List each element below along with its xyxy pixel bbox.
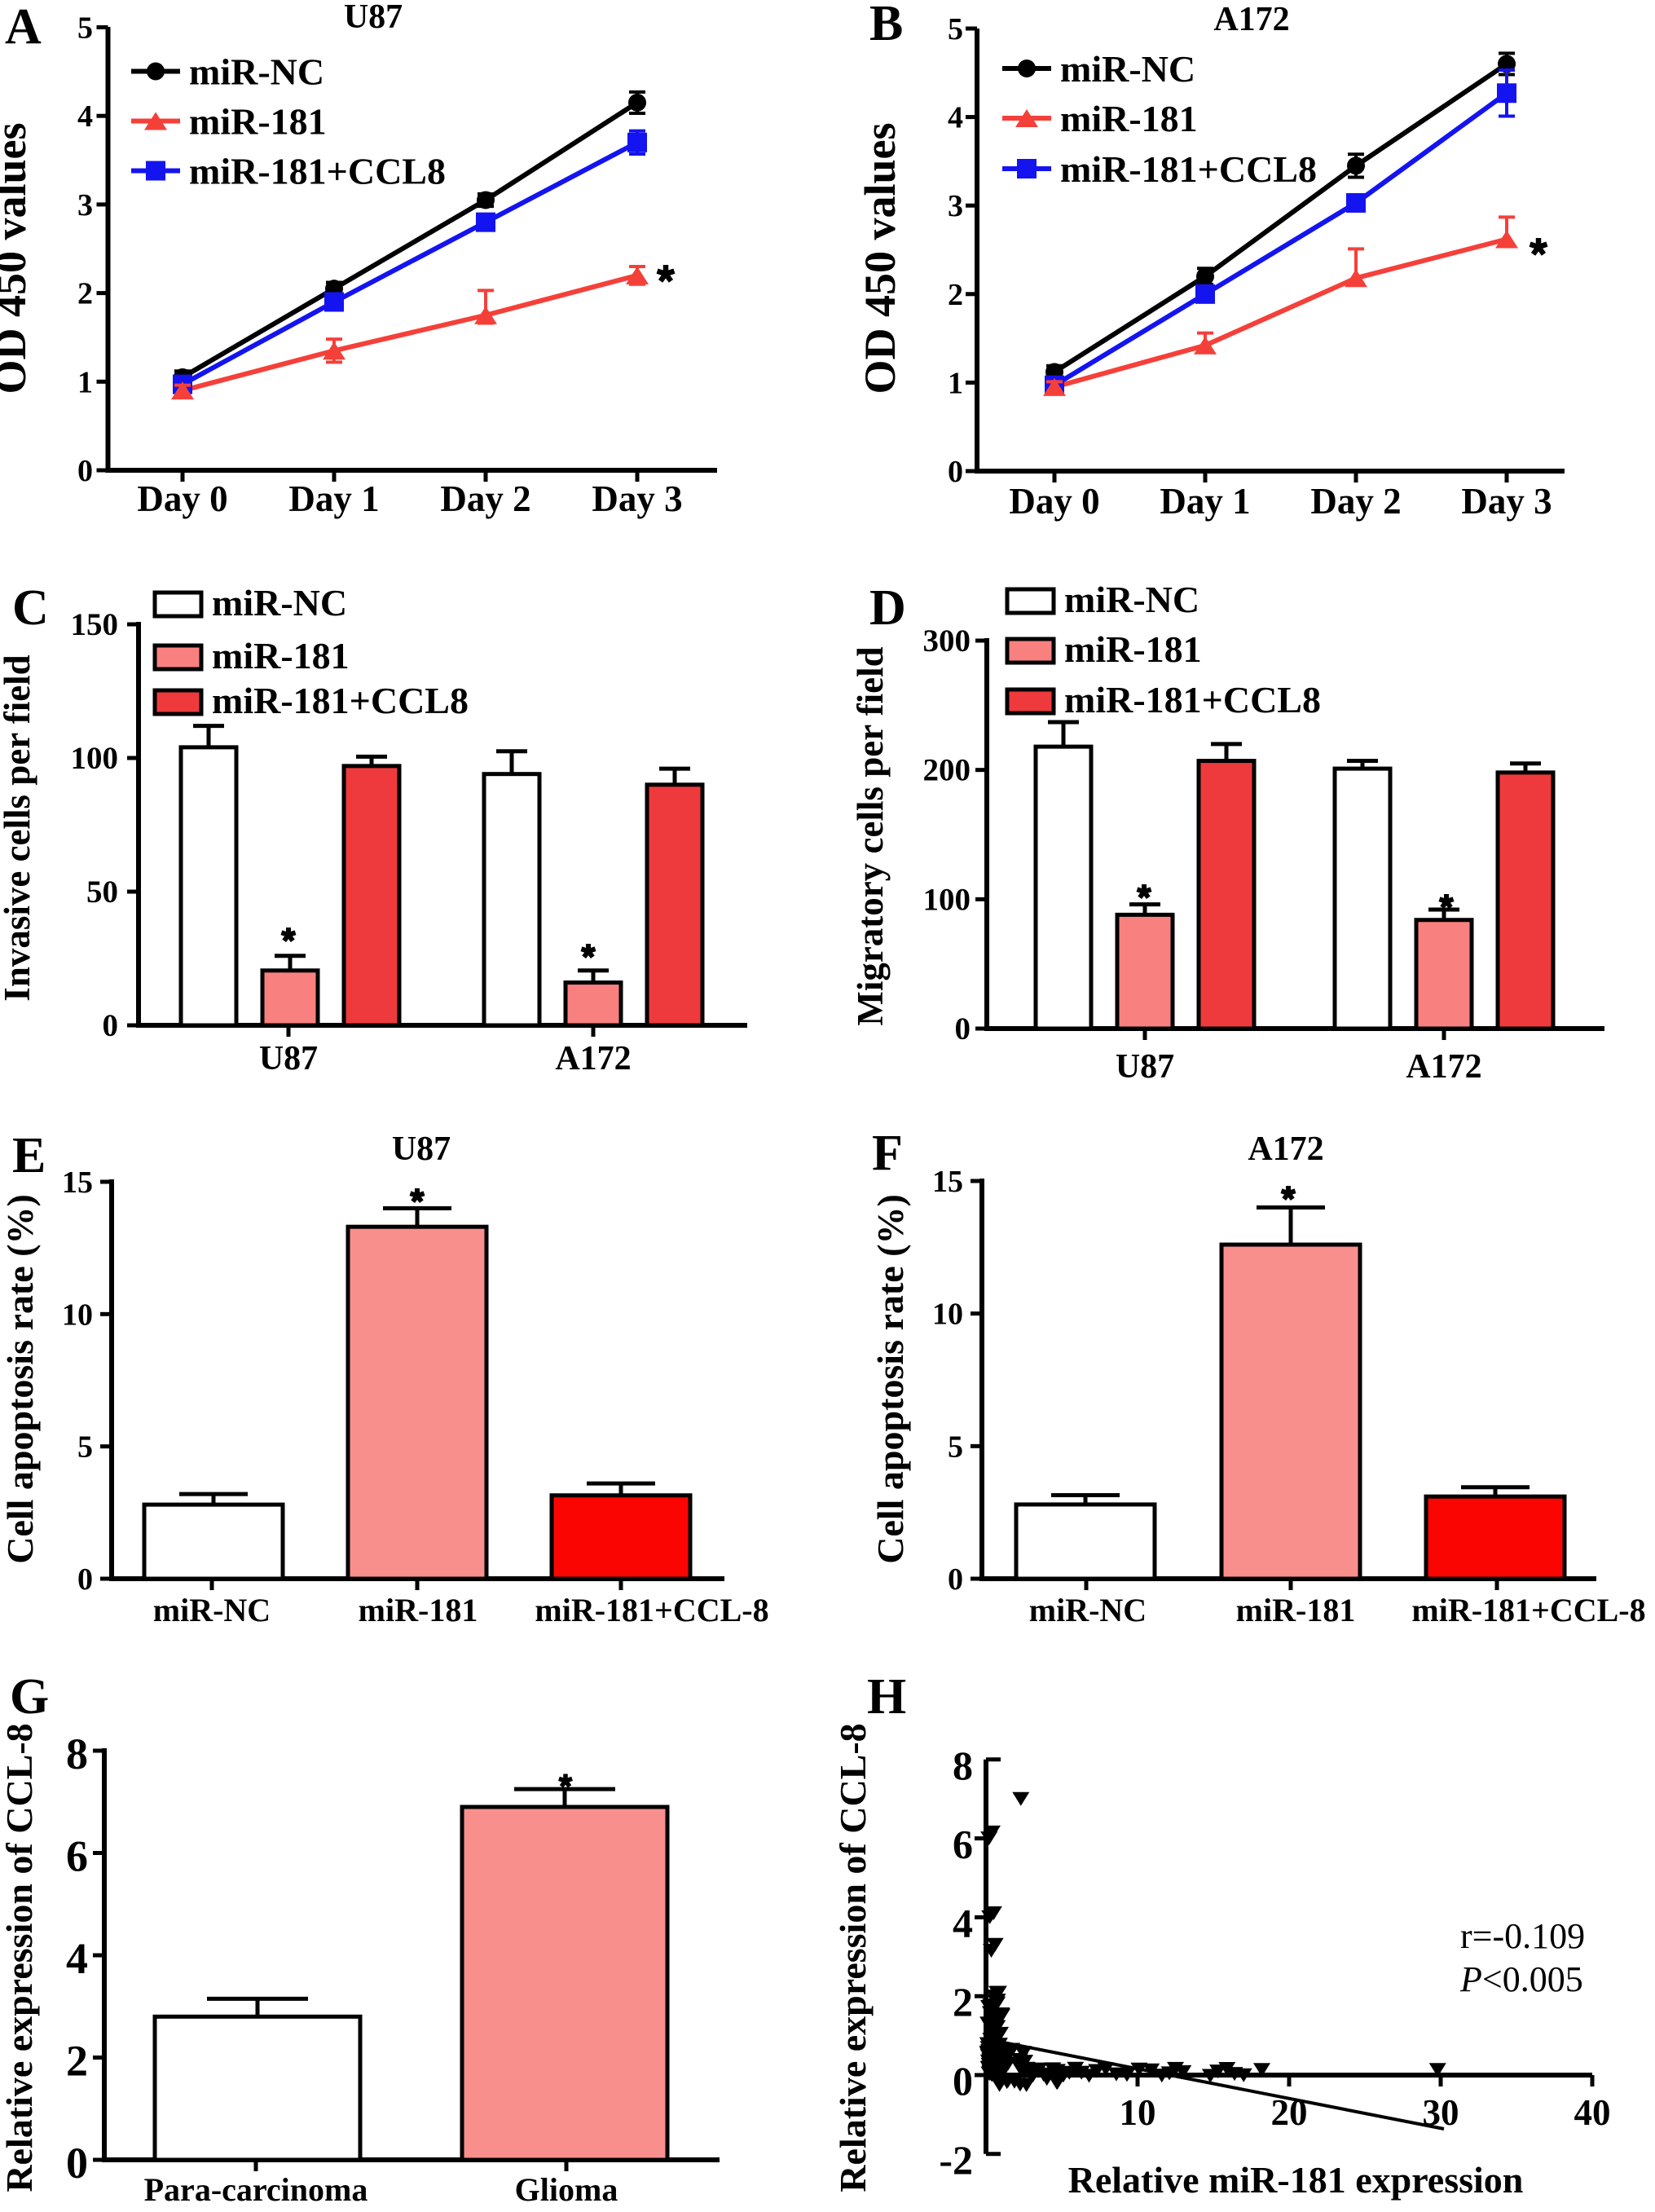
svg-text:6: 6 [953,1822,973,1867]
svg-text:1: 1 [948,366,963,400]
svg-text:U87: U87 [344,0,403,36]
svg-text:2: 2 [948,278,963,312]
svg-text:miR-181+CCL8: miR-181+CCL8 [189,151,446,192]
svg-text:r=-0.109: r=-0.109 [1460,1916,1585,1956]
svg-text:4: 4 [953,1900,973,1945]
svg-text:miR-NC: miR-NC [1064,579,1199,620]
svg-text:0: 0 [103,1008,119,1043]
svg-text:Para-carcinoma: Para-carcinoma [144,2171,368,2208]
svg-text:15: 15 [932,1165,963,1199]
svg-text:miR-181: miR-181 [1236,1592,1356,1628]
svg-text:10: 10 [1120,2092,1156,2133]
svg-text:E: E [12,1128,46,1183]
svg-text:8: 8 [66,1730,88,1778]
svg-text:Relative miR-181 expression: Relative miR-181 expression [1068,2159,1524,2201]
svg-text:C: C [12,580,49,636]
svg-text:Day 1: Day 1 [288,478,379,519]
svg-text:150: 150 [71,607,119,642]
svg-text:5: 5 [948,12,963,46]
svg-text:10: 10 [932,1298,963,1332]
svg-text:Day 0: Day 0 [1009,481,1099,522]
svg-text:0: 0 [955,1011,971,1047]
svg-text:D: D [869,580,906,636]
svg-text:0: 0 [953,2058,973,2104]
svg-text:miR-181+CCL8: miR-181+CCL8 [1060,148,1317,190]
svg-text:miR-181: miR-181 [212,635,350,676]
svg-text:Relative expression of CCL-8: Relative expression of CCL-8 [832,1723,874,2192]
svg-text:A172: A172 [1213,1,1289,38]
svg-text:Day 3: Day 3 [1461,481,1552,522]
svg-text:4: 4 [77,99,93,134]
svg-text:1: 1 [77,365,93,399]
svg-text:-2: -2 [939,2137,973,2183]
svg-text:40: 40 [1574,2092,1611,2133]
svg-text:Day 1: Day 1 [1160,481,1250,522]
svg-text:Invasive cells per field: Invasive cells per field [0,654,37,1001]
svg-text:Day 3: Day 3 [592,478,682,519]
svg-text:100: 100 [71,741,119,776]
svg-text:miR-181+CCL8: miR-181+CCL8 [1064,679,1321,720]
svg-text:200: 200 [923,753,971,788]
svg-text:P<0.005: P<0.005 [1459,1959,1583,1999]
svg-text:8: 8 [953,1743,973,1788]
svg-text:miR-181+CCL-8: miR-181+CCL-8 [1411,1592,1645,1628]
svg-text:Cell apoptosis rate (%): Cell apoptosis rate (%) [0,1194,41,1564]
svg-text:10: 10 [62,1298,93,1332]
svg-text:Day 2: Day 2 [440,478,530,519]
svg-text:2: 2 [77,277,93,311]
svg-text:0: 0 [948,1562,963,1597]
svg-text:5: 5 [77,1430,93,1465]
svg-text:miR-NC: miR-NC [1060,48,1195,90]
svg-text:miR-181: miR-181 [359,1592,478,1628]
svg-text:A172: A172 [555,1040,631,1077]
svg-text:miR-181: miR-181 [1060,98,1198,139]
svg-text:3: 3 [77,188,93,223]
svg-text:6: 6 [66,1832,88,1881]
svg-text:U87: U87 [259,1040,318,1077]
svg-text:F: F [872,1126,903,1181]
svg-text:Cell apoptosis rate (%): Cell apoptosis rate (%) [869,1194,911,1564]
svg-text:miR-181: miR-181 [189,101,327,143]
svg-text:Relative expression of CCL-8: Relative expression of CCL-8 [0,1723,40,2192]
svg-text:0: 0 [77,1562,93,1597]
svg-text:0: 0 [66,2139,88,2188]
svg-text:OD 450 values: OD 450 values [0,122,35,394]
svg-text:miR-NC: miR-NC [212,582,347,624]
svg-text:A: A [5,0,42,55]
svg-text:miR-181+CCL8: miR-181+CCL8 [212,680,469,721]
svg-text:miR-NC: miR-NC [189,51,324,93]
svg-text:A172: A172 [1248,1130,1323,1168]
svg-text:G: G [10,1669,49,1725]
svg-text:miR-NC: miR-NC [153,1592,271,1628]
svg-text:OD 450 values: OD 450 values [856,122,905,394]
svg-text:15: 15 [62,1165,93,1200]
svg-text:2: 2 [953,1979,973,2025]
svg-text:H: H [867,1669,906,1725]
svg-text:Day 2: Day 2 [1310,481,1401,522]
svg-text:3: 3 [948,189,963,223]
svg-text:miR-NC: miR-NC [1029,1592,1147,1628]
svg-text:4: 4 [66,1934,88,1983]
svg-text:B: B [869,0,903,51]
svg-text:miR-181+CCL-8: miR-181+CCL-8 [535,1592,768,1628]
svg-text:100: 100 [923,882,971,917]
svg-text:2: 2 [66,2037,88,2086]
svg-text:U87: U87 [1116,1048,1174,1086]
svg-text:miR-181: miR-181 [1064,628,1202,670]
svg-text:Day 0: Day 0 [137,478,227,519]
svg-text:50: 50 [86,875,118,910]
svg-text:0: 0 [77,454,93,488]
svg-text:A172: A172 [1406,1048,1481,1086]
svg-text:0: 0 [948,455,963,489]
svg-text:5: 5 [948,1430,963,1464]
svg-text:5: 5 [77,11,93,46]
svg-text:4: 4 [948,101,963,135]
svg-text:Migratory cells per field: Migratory cells per field [850,646,891,1025]
svg-text:U87: U87 [392,1130,451,1168]
svg-text:300: 300 [923,624,971,659]
svg-text:Glioma: Glioma [515,2171,618,2208]
